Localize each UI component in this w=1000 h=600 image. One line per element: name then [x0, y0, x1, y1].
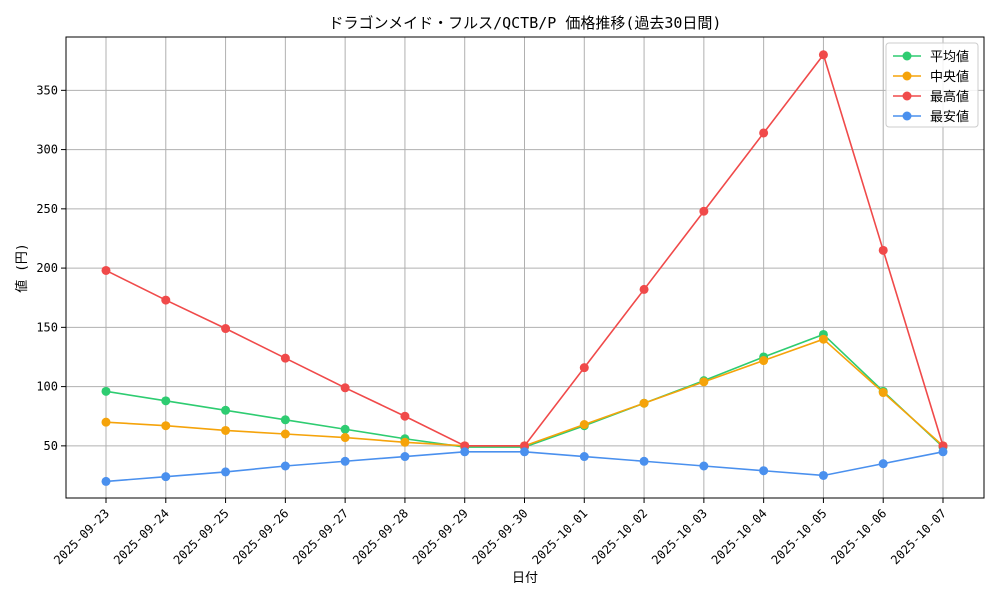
legend-entry: 最安値: [893, 109, 969, 125]
data-point: [699, 377, 709, 387]
data-point: [639, 456, 649, 466]
data-point: [818, 50, 828, 60]
x-tick-label: 2025-09-24: [111, 506, 172, 567]
y-axis-title: 値 (円): [14, 243, 30, 292]
y-tick-label: 300: [36, 143, 58, 157]
legend-marker: [902, 51, 912, 61]
legend-marker: [902, 71, 912, 81]
data-point: [938, 447, 948, 457]
x-tick-label: 2025-09-28: [350, 506, 411, 567]
data-point: [878, 459, 888, 469]
x-axis: 2025-09-232025-09-242025-09-252025-09-26…: [51, 498, 949, 567]
series-layer: [101, 50, 948, 486]
data-point: [579, 420, 589, 430]
legend-label: 中央値: [930, 69, 969, 85]
x-tick-label: 2025-09-27: [290, 506, 351, 567]
y-tick-label: 50: [44, 439, 58, 453]
data-point: [340, 383, 350, 393]
data-point: [340, 424, 350, 434]
data-point: [759, 466, 769, 476]
data-point: [460, 447, 470, 457]
x-tick-label: 2025-10-03: [649, 506, 710, 567]
x-tick-label: 2025-09-26: [230, 506, 291, 567]
x-tick-label: 2025-10-01: [529, 506, 590, 567]
x-tick-label: 2025-10-04: [709, 506, 770, 567]
data-point: [161, 295, 171, 305]
legend-entry: 中央値: [893, 69, 969, 85]
data-point: [101, 265, 111, 275]
data-point: [400, 437, 410, 447]
data-point: [520, 447, 529, 457]
x-tick-label: 2025-10-02: [589, 506, 650, 567]
legend-box: [885, 42, 979, 128]
y-tick-label: 100: [36, 380, 58, 394]
data-point: [221, 324, 231, 334]
y-tick-label: 200: [36, 261, 58, 275]
legend-entry: 平均値: [893, 49, 969, 65]
data-point: [699, 461, 709, 471]
data-point: [699, 206, 709, 216]
data-point: [280, 429, 290, 439]
data-point: [340, 433, 350, 443]
data-point: [340, 456, 350, 466]
data-point: [759, 356, 769, 366]
chart-title: ドラゴンメイド・フルス/QCTB/P 価格推移(過去30日間): [329, 14, 722, 32]
legend-label: 最安値: [930, 109, 969, 125]
x-tick-label: 2025-09-23: [51, 506, 112, 567]
data-point: [639, 398, 649, 408]
legend-label: 最高値: [930, 89, 969, 105]
data-point: [579, 452, 589, 462]
series-3: [101, 50, 948, 451]
grid: [66, 37, 984, 498]
x-axis-title: 日付: [512, 571, 538, 586]
data-point: [101, 476, 111, 486]
data-point: [878, 245, 888, 255]
x-tick-label: 2025-09-30: [470, 506, 531, 567]
y-axis: 50 100 150 200 250 300 350: [36, 83, 66, 453]
data-point: [161, 421, 171, 431]
series-4: [101, 447, 948, 486]
data-point: [579, 363, 589, 373]
data-point: [818, 334, 828, 344]
data-point: [221, 467, 231, 477]
data-point: [759, 128, 769, 138]
data-point: [161, 396, 171, 406]
data-point: [101, 417, 111, 427]
legend-marker: [902, 111, 912, 121]
data-point: [878, 388, 888, 398]
data-point: [639, 284, 649, 294]
legend-entry: 最高値: [893, 89, 969, 105]
data-point: [400, 411, 410, 421]
y-tick-label: 350: [36, 83, 58, 97]
legend-marker: [902, 91, 912, 101]
x-tick-label: 2025-10-07: [888, 506, 949, 567]
x-tick-label: 2025-10-06: [828, 506, 889, 567]
data-point: [280, 461, 290, 471]
legend-label: 平均値: [930, 49, 969, 65]
y-tick-label: 250: [36, 202, 58, 216]
data-point: [221, 405, 231, 415]
data-point: [280, 353, 290, 363]
data-point: [280, 415, 290, 425]
data-point: [161, 472, 171, 482]
x-tick-label: 2025-09-25: [171, 506, 232, 567]
x-tick-label: 2025-10-05: [769, 506, 830, 567]
y-tick-label: 150: [36, 320, 58, 334]
data-point: [400, 452, 410, 462]
data-point: [818, 470, 828, 480]
x-tick-label: 2025-09-29: [410, 506, 471, 567]
data-point: [221, 425, 231, 435]
data-point: [101, 386, 111, 396]
